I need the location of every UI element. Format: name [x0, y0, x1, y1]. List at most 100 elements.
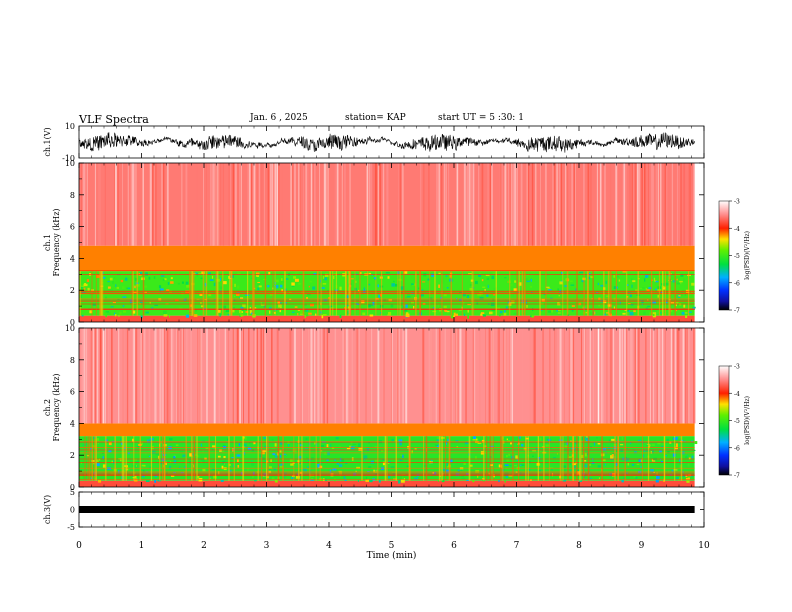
spectrogram-noise — [271, 438, 274, 442]
spectrogram-noise — [163, 314, 168, 317]
spectrogram-noise — [269, 293, 274, 296]
spectrogram-noise — [457, 469, 460, 471]
spectrogram-streak — [526, 163, 528, 246]
impulse-streak — [380, 271, 383, 316]
impulse-streak — [202, 271, 205, 316]
spectrogram-noise — [629, 311, 634, 316]
spectrogram-noise — [558, 294, 560, 297]
spectrogram-noise — [611, 438, 615, 441]
spectrogram-streak — [227, 328, 229, 424]
spectrogram-noise — [86, 279, 90, 282]
spectrogram-streak — [596, 163, 597, 246]
spectrogram-noise — [102, 464, 106, 468]
spectrogram-noise — [561, 272, 563, 274]
spectrogram-noise — [124, 277, 128, 281]
spectrogram-noise — [666, 300, 668, 304]
spectrogram-noise — [135, 464, 138, 467]
spectrogram-streak — [521, 328, 523, 424]
spectrogram-noise — [480, 313, 483, 316]
spectrogram-streak — [610, 328, 612, 424]
spectrogram-noise — [213, 282, 216, 287]
spectrogram-noise — [257, 287, 260, 291]
spectrogram-streak — [540, 163, 541, 246]
spectrogram-noise — [374, 459, 378, 463]
impulse-streak — [320, 271, 322, 316]
spectrogram-streak — [455, 328, 458, 424]
spectrogram-streak — [631, 163, 633, 246]
impulse-streak — [377, 436, 379, 481]
spectrogram-noise — [223, 456, 226, 459]
spectrogram-noise — [640, 459, 643, 462]
spectrogram-noise — [572, 465, 576, 470]
spectrogram-noise — [469, 464, 473, 467]
spectrogram-noise — [402, 280, 404, 282]
spectrogram-streak — [552, 163, 554, 246]
spectrogram-streak — [327, 163, 329, 246]
spectrogram-noise — [601, 286, 603, 290]
spectrogram-noise — [277, 300, 281, 304]
spectrogram-noise — [378, 479, 381, 483]
spectrogram-noise — [569, 462, 571, 466]
spectrogram-noise — [164, 278, 167, 281]
spectrogram-noise — [200, 443, 202, 447]
spectrogram-noise — [503, 312, 507, 316]
impulse-streak — [662, 271, 664, 316]
spectrogram-streak — [172, 328, 174, 424]
spectrogram-noise — [685, 315, 688, 318]
spectrogram-streak — [529, 328, 532, 424]
spectrogram-streak — [632, 163, 634, 246]
spectrogram-streak — [468, 163, 471, 246]
spectrogram-noise — [411, 450, 414, 454]
impulse-streak — [191, 436, 193, 481]
spectrogram-noise — [681, 311, 685, 315]
spectrogram-streak — [269, 163, 272, 246]
spectrogram-streak — [133, 328, 135, 424]
spectrogram-noise — [393, 283, 398, 287]
impulse-streak — [100, 271, 103, 316]
spectrogram-noise — [175, 444, 179, 446]
spectrogram-noise — [252, 475, 254, 479]
spectrogram-noise — [109, 277, 113, 281]
spectrogram-streak — [205, 163, 207, 246]
spectrogram-streak — [487, 163, 489, 246]
impulse-streak — [523, 271, 526, 316]
spectrogram-streak — [321, 328, 323, 424]
spectrogram-streak — [598, 328, 600, 424]
spectrogram-noise — [279, 284, 283, 288]
spectrogram-noise — [102, 276, 106, 279]
spectrogram-streak — [440, 163, 442, 246]
spectrogram-noise — [208, 272, 211, 275]
impulse-streak — [674, 436, 676, 481]
impulse-streak — [274, 271, 276, 316]
spectrogram-streak — [140, 328, 142, 424]
spectrogram-noise — [589, 477, 593, 480]
spectrogram-streak — [371, 328, 373, 424]
spectrogram-streak — [386, 163, 389, 246]
spectrogram-noise — [365, 479, 369, 482]
spectrogram-streak — [212, 163, 215, 246]
spectrogram-streak — [112, 328, 114, 424]
spectrogram-streak — [143, 328, 146, 424]
spectrogram-noise — [92, 303, 97, 306]
spectrogram-streak — [276, 163, 278, 246]
spectrogram-noise — [322, 313, 327, 317]
spectrogram-streak — [250, 163, 253, 246]
spectrogram-noise — [586, 451, 589, 456]
spectrogram-noise — [631, 284, 633, 288]
spectrogram-noise — [184, 466, 187, 469]
spectrogram-streak — [142, 163, 144, 246]
spectrogram-noise — [240, 297, 244, 299]
spectrogram-noise — [369, 314, 374, 317]
impulse-streak — [603, 271, 605, 316]
spectrogram-noise — [214, 299, 217, 301]
spectrogram-noise — [655, 288, 657, 291]
spectrogram-streak — [693, 328, 695, 424]
spectrogram-noise — [603, 300, 607, 304]
spectrogram-streak — [237, 328, 239, 424]
impulse-streak — [580, 436, 582, 481]
spectrogram-noise — [170, 277, 173, 280]
impulse-streak — [586, 271, 589, 316]
spectrogram-noise — [616, 275, 620, 278]
spectrogram-noise — [399, 441, 402, 446]
spectrogram-noise — [653, 471, 656, 473]
